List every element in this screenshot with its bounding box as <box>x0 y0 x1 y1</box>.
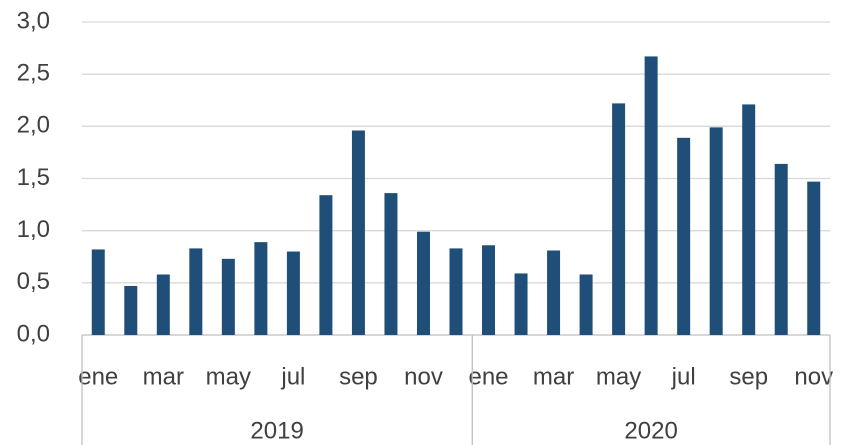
bar <box>742 104 756 335</box>
y-tick-label: 2,5 <box>17 60 50 87</box>
bar <box>514 273 528 335</box>
x-tick-label: mar <box>143 363 184 390</box>
x-tick-label: may <box>206 363 251 390</box>
bar <box>319 195 333 335</box>
bar <box>124 285 138 335</box>
group-label: 2020 <box>624 417 677 444</box>
y-tick-label: 2,0 <box>17 112 50 139</box>
bar <box>286 251 300 335</box>
bar <box>482 245 496 335</box>
x-tick-label: may <box>596 363 641 390</box>
bar <box>709 127 723 335</box>
x-tick-label: sep <box>729 363 768 390</box>
x-tick-label: jul <box>671 363 696 390</box>
bar <box>644 56 658 336</box>
bar <box>416 231 430 335</box>
bar <box>579 274 593 335</box>
bar <box>449 248 463 335</box>
bar <box>91 249 105 335</box>
bar <box>612 103 626 335</box>
x-tick-label: nov <box>404 363 443 390</box>
y-tick-label: 0,0 <box>17 320 50 347</box>
x-tick-label: nov <box>794 363 833 390</box>
bar <box>189 248 203 335</box>
bar <box>254 242 268 335</box>
y-tick-label: 3,0 <box>17 7 50 34</box>
bar <box>221 258 235 335</box>
x-tick-label: mar <box>533 363 574 390</box>
y-tick-label: 0,5 <box>17 268 50 295</box>
group-label: 2019 <box>250 417 303 444</box>
bar <box>547 250 561 335</box>
bar <box>351 130 365 335</box>
x-tick-label: jul <box>280 363 305 390</box>
y-tick-label: 1,0 <box>17 216 50 243</box>
bar <box>384 193 398 335</box>
bar <box>156 274 170 335</box>
x-tick-label: sep <box>339 363 378 390</box>
bar <box>807 181 821 335</box>
bar <box>677 137 691 335</box>
bar <box>774 163 788 335</box>
x-tick-label: ene <box>468 363 508 390</box>
y-tick-label: 1,5 <box>17 164 50 191</box>
x-tick-label: ene <box>78 363 118 390</box>
